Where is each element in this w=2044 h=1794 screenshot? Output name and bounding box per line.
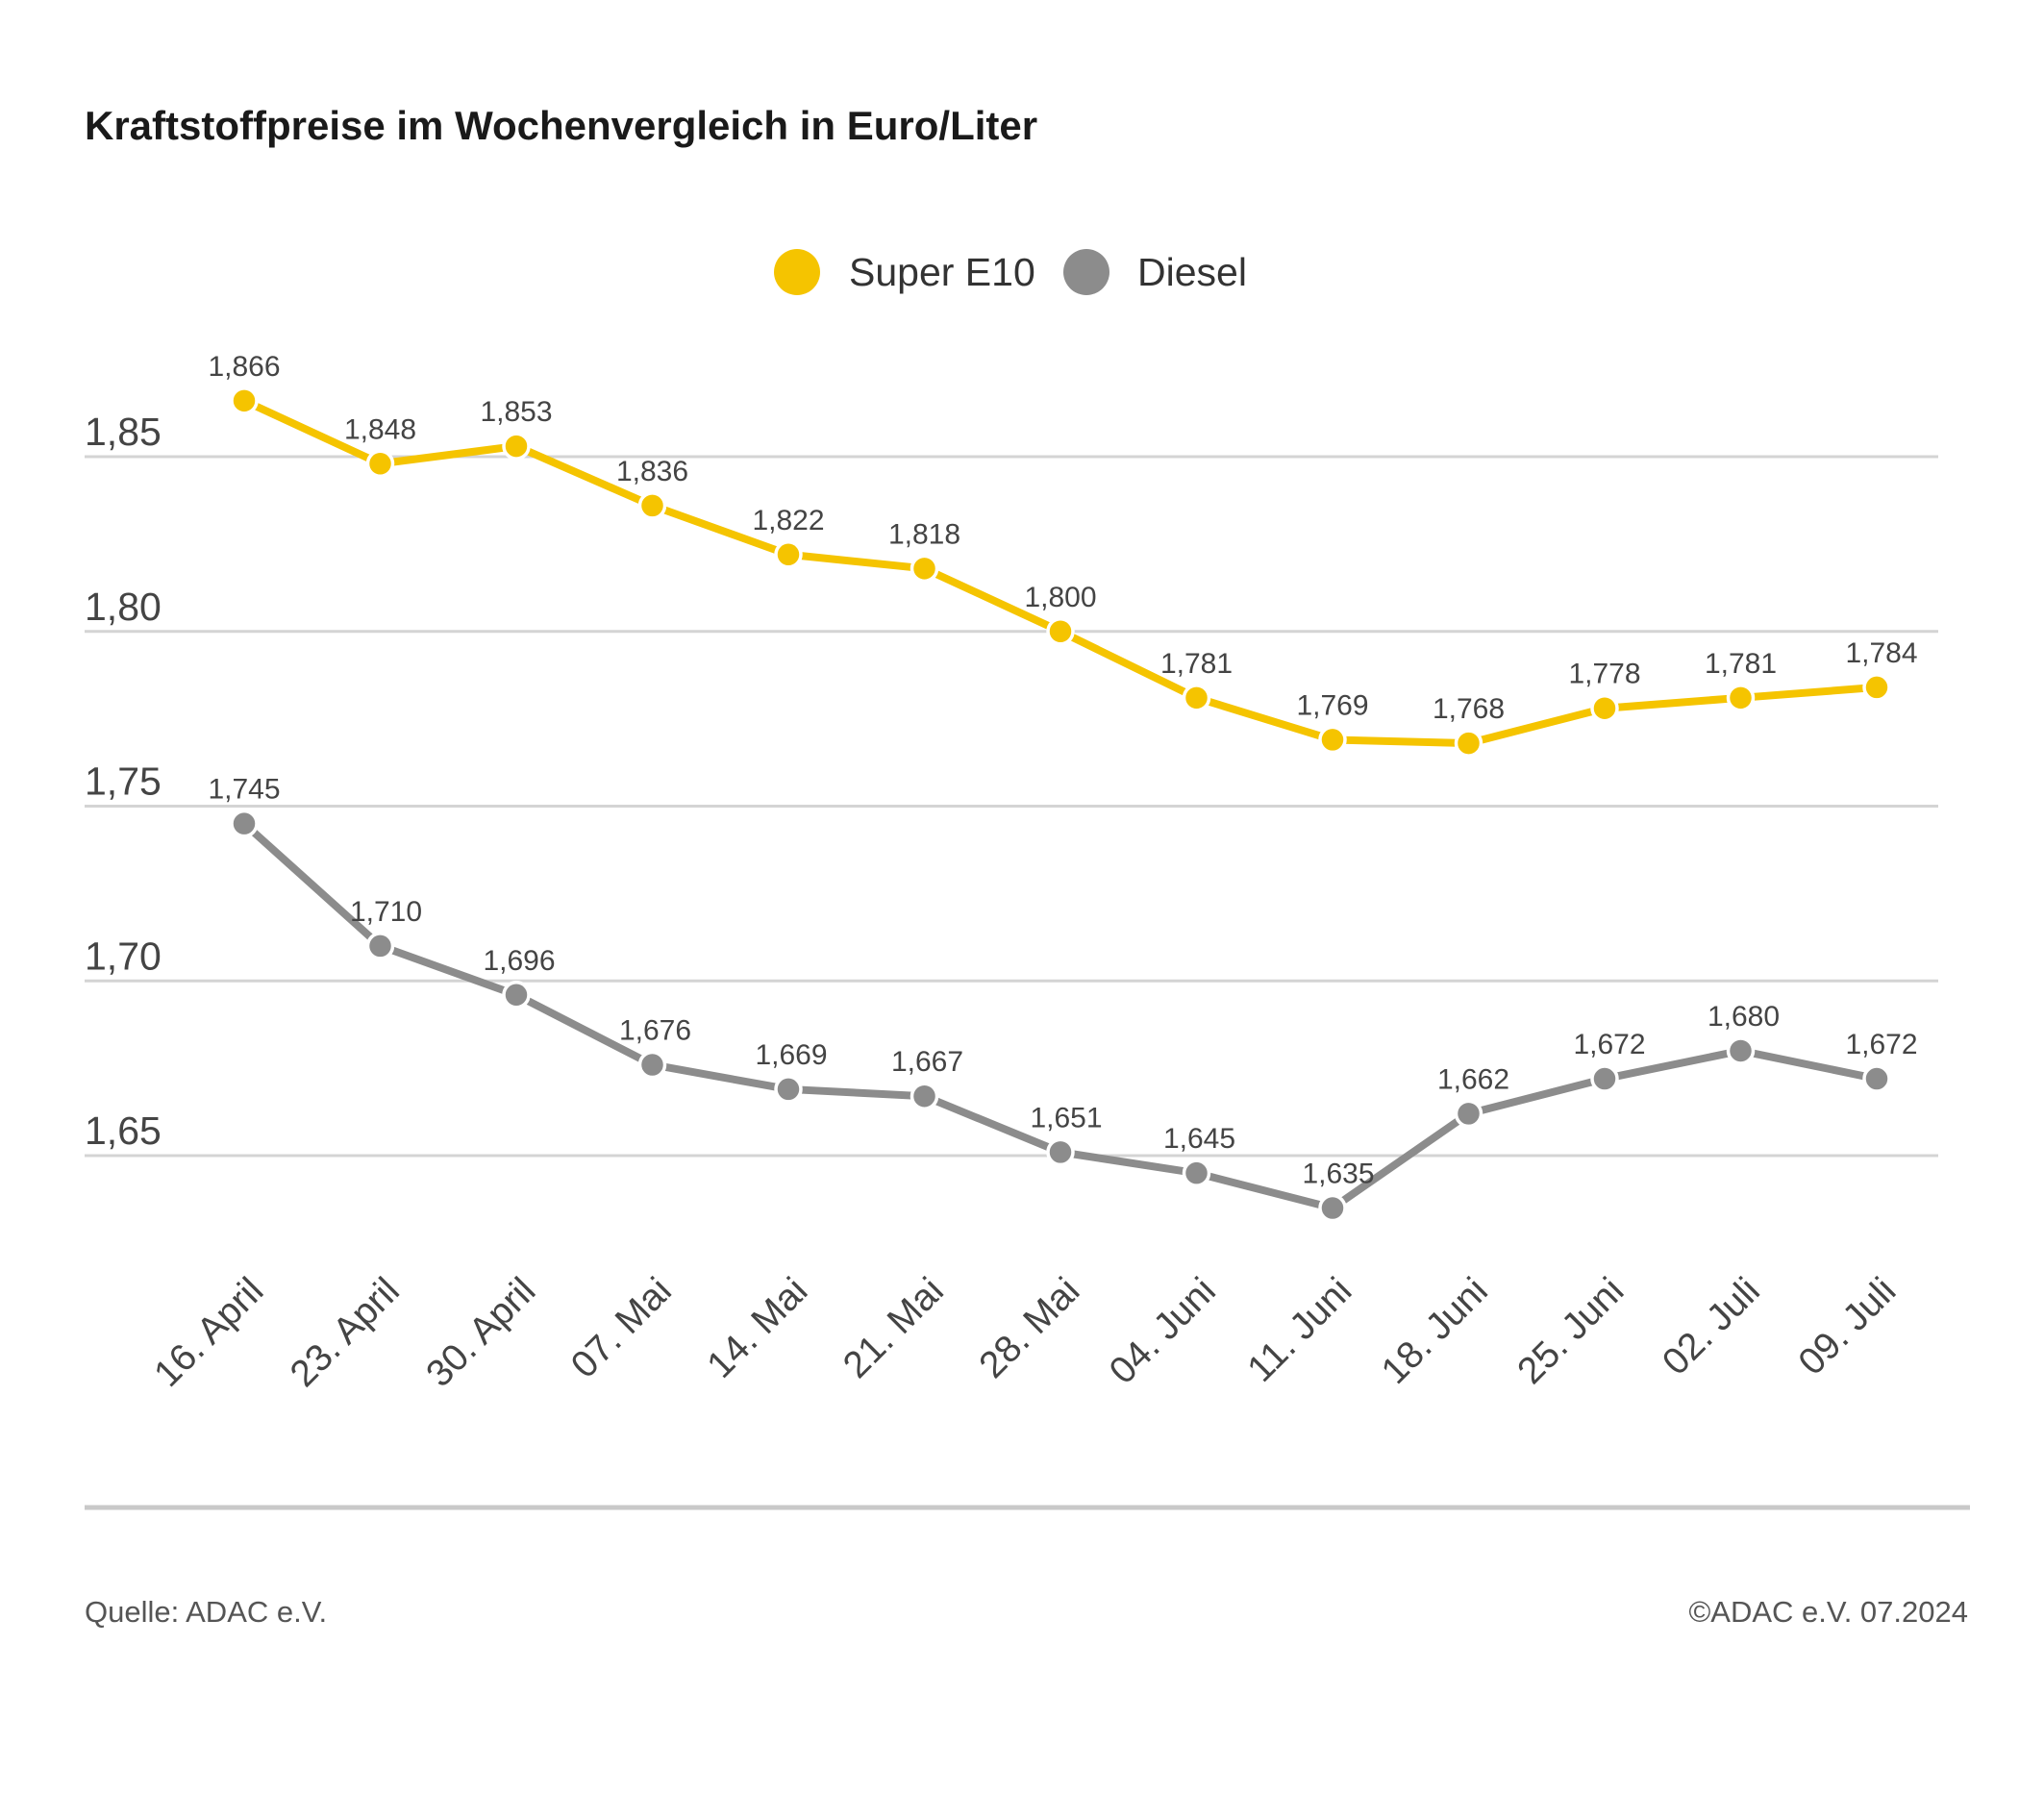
data-point [1862, 1064, 1891, 1093]
data-point [1318, 1193, 1347, 1223]
data-label: 1,769 [1296, 689, 1368, 721]
legend: Super E10 Diesel [774, 249, 1247, 295]
data-label: 1,848 [344, 413, 416, 445]
data-label: 1,667 [891, 1046, 963, 1078]
data-label: 1,635 [1302, 1159, 1374, 1190]
series-lines: 1,866 1,848 1,853 1,836 1,822 1,818 1,800 1,781… [208, 351, 1918, 1223]
data-label: 1,818 [888, 518, 960, 550]
legend-label: Diesel [1137, 250, 1247, 294]
data-label: 1,781 [1705, 648, 1777, 680]
data-label: 1,853 [480, 396, 552, 428]
data-label: 1,696 [483, 945, 555, 977]
legend-marker [774, 249, 820, 295]
data-label: 1,672 [1845, 1029, 1917, 1060]
x-tick-label: 04. Juni [1102, 1270, 1224, 1392]
x-tick-label: 25. Juni [1509, 1270, 1632, 1392]
data-point [1318, 725, 1347, 755]
data-point [1590, 1064, 1619, 1093]
data-point [1454, 729, 1483, 758]
data-point [637, 491, 667, 520]
data-label: 1,645 [1163, 1123, 1235, 1155]
x-tick-label: 23. April [283, 1270, 408, 1395]
data-label: 1,676 [619, 1014, 691, 1046]
x-tick-label: 18. Juni [1374, 1270, 1496, 1392]
data-label: 1,669 [755, 1039, 827, 1071]
data-point [230, 809, 259, 838]
chart-title: Kraftstoffpreise im Wochenvergleich in E… [85, 103, 1037, 148]
gridlines [85, 455, 1938, 1158]
data-point [1454, 1099, 1483, 1129]
data-label: 1,672 [1573, 1029, 1645, 1060]
x-tick-label: 30. April [418, 1270, 543, 1395]
data-point [910, 554, 939, 584]
x-tick-label: 14. Mai [700, 1270, 816, 1386]
legend-label: Super E10 [849, 250, 1035, 294]
data-point [230, 386, 259, 415]
y-axis-tick-labels: 1,65 1,70 1,75 1,80 1,85 [85, 410, 162, 1153]
data-point [637, 1050, 667, 1080]
data-point [365, 449, 395, 479]
data-point [910, 1082, 939, 1110]
data-point [1726, 1036, 1756, 1065]
data-point [502, 981, 531, 1009]
y-tick-label: 1,80 [85, 585, 162, 629]
data-label: 1,778 [1568, 659, 1640, 690]
data-label: 1,651 [1030, 1102, 1102, 1134]
x-tick-label: 11. Juni [1239, 1270, 1359, 1390]
data-point [1726, 684, 1756, 712]
y-tick-label: 1,75 [85, 760, 162, 804]
data-label: 1,800 [1024, 582, 1096, 613]
data-label: 1,710 [350, 896, 422, 928]
x-tick-label: 21. Mai [835, 1270, 952, 1386]
data-label: 1,768 [1433, 693, 1505, 725]
x-tick-label: 02. Juli [1655, 1270, 1768, 1383]
data-point [1182, 1159, 1211, 1187]
y-tick-label: 1,70 [85, 934, 162, 978]
data-point [1046, 1137, 1075, 1167]
data-point [1182, 684, 1211, 712]
data-label: 1,680 [1707, 1001, 1780, 1033]
y-tick-label: 1,85 [85, 410, 162, 454]
x-tick-label: 09. Juli [1791, 1270, 1905, 1383]
copyright-note: ©ADAC e.V. 07.2024 [1688, 1595, 1968, 1629]
x-tick-label: 28. Mai [972, 1270, 1088, 1386]
x-tick-label: 16. April [146, 1270, 271, 1395]
data-label: 1,745 [208, 774, 280, 806]
data-point [1590, 693, 1619, 723]
data-point [365, 932, 395, 960]
data-label: 1,662 [1437, 1063, 1509, 1095]
data-point [502, 432, 531, 461]
x-axis-tick-labels: 16. April 23. April 30. April 07. Mai 14. Ma… [146, 1270, 1904, 1395]
data-label: 1,784 [1845, 637, 1917, 669]
source-note: Quelle: ADAC e.V. [85, 1595, 327, 1629]
x-tick-label: 07. Mai [563, 1270, 680, 1386]
data-label: 1,866 [208, 351, 280, 383]
data-point [1862, 673, 1891, 702]
data-point [774, 540, 803, 569]
y-tick-label: 1,65 [85, 1109, 162, 1153]
data-label: 1,781 [1160, 648, 1233, 680]
data-label: 1,822 [752, 505, 824, 536]
legend-marker [1063, 249, 1109, 295]
data-label: 1,836 [616, 456, 688, 487]
data-point [1046, 617, 1075, 646]
series-line-super-e10 [240, 396, 1881, 748]
data-point [774, 1075, 803, 1104]
